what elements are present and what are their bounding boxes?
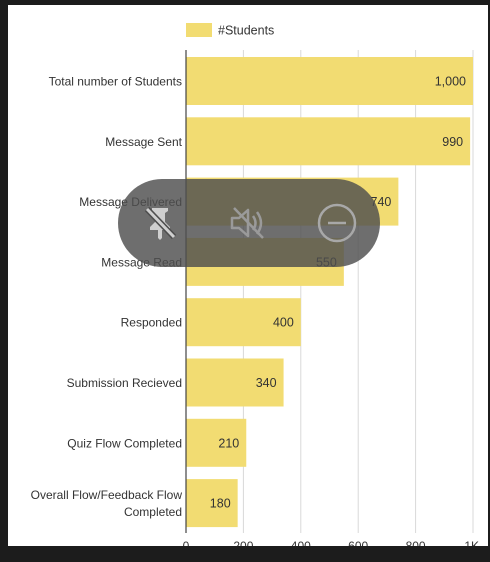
x-tick-label: 200 xyxy=(233,539,253,546)
category-label: Overall Flow/Feedback Flow xyxy=(31,488,183,502)
x-tick-label: 800 xyxy=(406,539,426,546)
media-controls-overlay xyxy=(118,179,380,267)
bar xyxy=(186,57,473,105)
value-label: 990 xyxy=(442,135,463,149)
x-tick-label: 1K xyxy=(464,539,479,546)
value-label: 340 xyxy=(256,376,277,390)
minus-circle-icon[interactable] xyxy=(315,201,359,245)
value-label: 1,000 xyxy=(435,75,466,89)
x-tick-label: 600 xyxy=(348,539,368,546)
category-label: Total number of Students xyxy=(49,75,182,89)
legend-label: #Students xyxy=(218,24,274,38)
category-label: Quiz Flow Completed xyxy=(67,436,182,450)
bar xyxy=(186,358,284,407)
bar xyxy=(186,479,238,528)
value-label: 400 xyxy=(273,316,294,330)
bar xyxy=(186,298,301,347)
pin-off-icon[interactable] xyxy=(138,201,182,245)
x-tick-label: 0 xyxy=(183,539,190,546)
category-label: Submission Recieved xyxy=(67,376,182,390)
bar-chart: 1,000 Total number of Students 990 Message … xyxy=(31,23,479,546)
value-label: 210 xyxy=(218,436,239,450)
x-tick-label: 400 xyxy=(291,539,311,546)
value-label: 180 xyxy=(210,497,231,511)
category-label: Completed xyxy=(124,505,182,519)
bar xyxy=(186,117,471,166)
category-label: Responded xyxy=(121,316,182,330)
volume-off-icon[interactable] xyxy=(226,201,270,245)
chart-card: 1,000 Total number of Students 990 Message … xyxy=(8,5,488,546)
bar xyxy=(186,418,247,467)
legend-swatch xyxy=(186,23,212,37)
category-label: Message Sent xyxy=(105,135,182,149)
